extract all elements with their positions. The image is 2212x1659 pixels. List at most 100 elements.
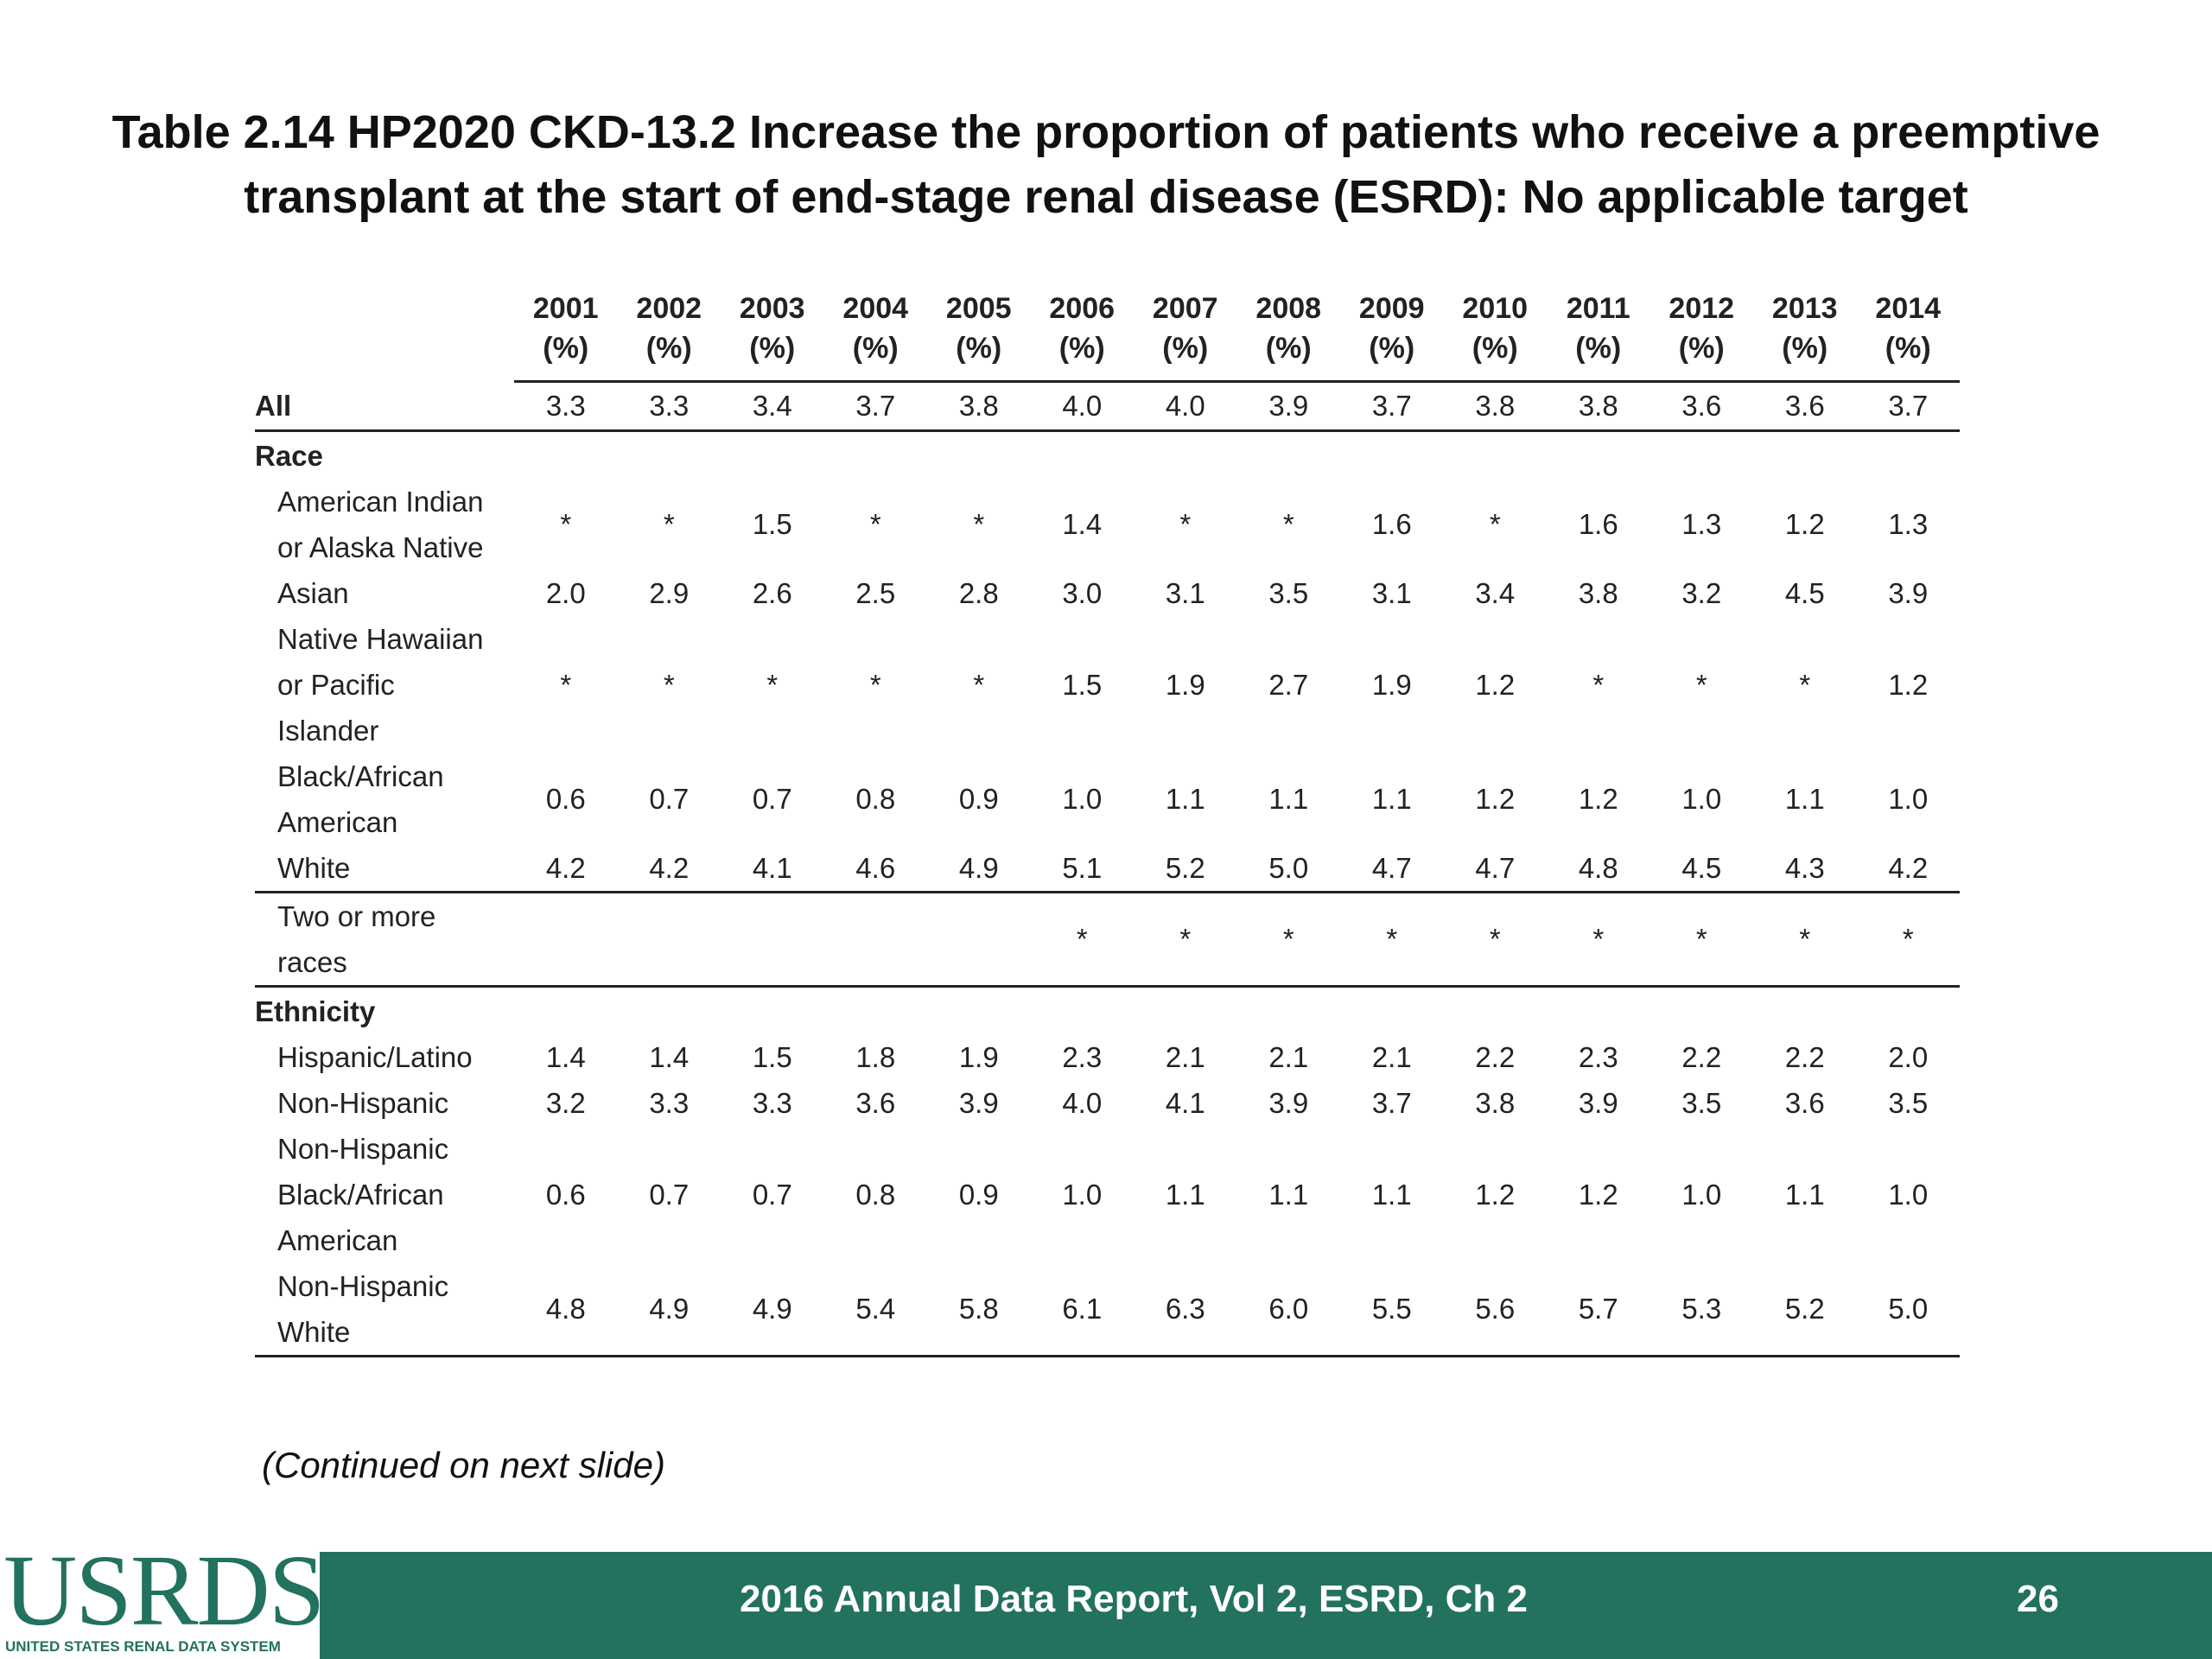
value-cell: * — [1856, 892, 1960, 988]
empty-cell — [824, 987, 928, 1035]
value-cell: 3.2 — [545, 1086, 586, 1119]
table-row: Native Hawaiian or Pacific Islander * * * * * 1.… — [255, 616, 1960, 753]
value-cell: 1.2 — [1475, 783, 1516, 815]
empty-cell — [1031, 431, 1135, 480]
usrds-logo-subtitle: UNITED STATES RENAL DATA SYSTEM — [5, 1638, 281, 1655]
empty-cell — [514, 431, 618, 480]
value-cell: 3.8 — [1547, 381, 1650, 432]
section-heading: Race — [255, 439, 323, 472]
row-label: American Indian or Alaska Native — [255, 479, 514, 570]
table-row: Non-Hispanic White 4.8 4.9 4.9 5.4 5.8 6.1 6.3 6.… — [255, 1263, 1960, 1357]
value-cell: 5.1 — [1030, 845, 1134, 893]
value-cell: * — [1649, 892, 1753, 988]
row-label: Black/African American — [255, 753, 514, 845]
row-label-line: Black/African — [277, 1179, 444, 1211]
year-header-2003: 2003 — [739, 291, 805, 325]
slide-title-line-2: transplant at the start of end-stage ren… — [244, 171, 1968, 223]
value-cell: 6.0 — [1236, 1263, 1340, 1357]
value-cell: 1.4 — [649, 1040, 690, 1073]
value-cell: 2.1 — [1165, 1040, 1205, 1073]
row-label: Two or more races — [255, 892, 514, 988]
value-cell: 2.2 — [1681, 1040, 1722, 1073]
empty-cell — [1753, 431, 1857, 480]
year-header-2013: 2013 — [1771, 291, 1838, 325]
race-section-row: Race — [255, 431, 1960, 480]
unit-header: (%) — [1340, 332, 1444, 383]
value-cell: 2.0 — [1888, 1040, 1929, 1073]
value-cell: 2.3 — [1062, 1040, 1103, 1073]
value-cell: 0.7 — [649, 783, 690, 815]
row-label-line: White — [277, 1316, 351, 1348]
value-cell: 3.4 — [721, 381, 824, 432]
value-cell: 5.0 — [1856, 1263, 1960, 1357]
value-cell: 6.3 — [1134, 1263, 1237, 1357]
value-cell: 3.0 — [1062, 576, 1103, 609]
value-cell: 3.1 — [1165, 576, 1205, 609]
unit-header: (%) — [927, 332, 1031, 383]
value-cell: 0.7 — [752, 1178, 792, 1211]
value-cell: 0.9 — [958, 783, 999, 815]
value-cell: 1.5 — [1062, 668, 1103, 701]
value-cell: * — [560, 508, 572, 540]
value-cell: 4.8 — [514, 1263, 618, 1357]
empty-cell — [927, 987, 1031, 1035]
value-cell: 3.3 — [617, 381, 721, 432]
value-cell: * — [1547, 892, 1650, 988]
value-cell: * — [973, 508, 985, 540]
value-cell: 5.5 — [1340, 1263, 1444, 1357]
value-cell: 4.0 — [1134, 381, 1237, 432]
value-cell: 1.0 — [1062, 783, 1103, 815]
year-header-2012: 2012 — [1669, 291, 1735, 325]
value-cell: 0.8 — [855, 1178, 896, 1211]
table-row: All 3.3 3.3 3.4 3.7 3.8 4.0 4.0 3.9 3.7 3.8 3.8 3.6 3… — [255, 381, 1960, 432]
value-cell: 1.2 — [1784, 508, 1825, 540]
table-row: American Indian or Alaska Native * * 1.5 * * 1.… — [255, 479, 1960, 570]
footer-bar — [0, 1552, 2212, 1659]
value-cell: 1.1 — [1165, 783, 1205, 815]
value-cell: 2.5 — [855, 576, 896, 609]
year-header-2011: 2011 — [1566, 291, 1630, 325]
row-label-line: American — [277, 806, 398, 838]
value-cell: * — [1236, 892, 1340, 988]
value-cell: 4.0 — [1062, 1086, 1103, 1119]
value-cell: 0.7 — [752, 783, 792, 815]
value-cell: 3.4 — [1475, 576, 1516, 609]
empty-cell — [1134, 431, 1237, 480]
empty-cell — [1857, 987, 1961, 1035]
footer-report-label: 2016 Annual Data Report, Vol 2, ESRD, Ch… — [740, 1578, 1528, 1620]
row-label: Non-Hispanic White — [255, 1263, 514, 1357]
value-cell: 3.8 — [927, 381, 1031, 432]
value-cell: 5.4 — [823, 1263, 927, 1357]
row-label-line: White — [277, 852, 351, 884]
row-label: Native Hawaiian or Pacific Islander — [255, 616, 514, 753]
empty-cell — [1134, 987, 1237, 1035]
value-cell: 4.2 — [514, 845, 618, 893]
ethnicity-section-row: Ethnicity — [255, 987, 1960, 1035]
row-label-line: races — [277, 946, 347, 978]
value-cell: 3.9 — [958, 1086, 999, 1119]
year-header-2001: 2001 — [532, 291, 599, 325]
empty-cell — [721, 431, 824, 480]
row-label-line: or Alaska Native — [277, 531, 484, 563]
row-label-line: Islander — [277, 715, 379, 747]
unit-header: (%) — [823, 332, 927, 383]
value-cell: 2.8 — [958, 576, 999, 609]
value-cell: 2.0 — [545, 576, 586, 609]
empty-cell — [1650, 431, 1754, 480]
value-cell — [617, 892, 721, 988]
value-cell: 1.0 — [1681, 1178, 1722, 1211]
value-cell: 3.5 — [1268, 576, 1309, 609]
header-corner-units — [255, 332, 514, 382]
value-cell: * — [1489, 508, 1501, 540]
value-cell: 1.0 — [1681, 783, 1722, 815]
unit-header: (%) — [1030, 332, 1134, 383]
value-cell: 1.5 — [752, 508, 792, 540]
empty-cell — [1444, 987, 1548, 1035]
value-cell: * — [1282, 508, 1294, 540]
row-label-line: Asian — [277, 577, 349, 609]
value-cell: 0.9 — [958, 1178, 999, 1211]
table-row: Two or more races * * * * * * * * * — [255, 892, 1960, 988]
value-cell: 1.1 — [1371, 1178, 1412, 1211]
value-cell: 1.4 — [545, 1040, 586, 1073]
value-cell: 1.2 — [1475, 1178, 1516, 1211]
